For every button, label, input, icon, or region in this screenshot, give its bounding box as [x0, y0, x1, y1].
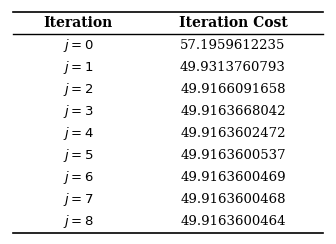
Text: $j = 2$: $j = 2$ — [63, 81, 94, 98]
Text: 49.9163668042: 49.9163668042 — [180, 105, 286, 118]
Text: Iteration Cost: Iteration Cost — [178, 16, 287, 30]
Text: 49.9166091658: 49.9166091658 — [180, 83, 286, 96]
Text: $j = 4$: $j = 4$ — [63, 125, 94, 142]
Text: 49.9163600468: 49.9163600468 — [180, 193, 286, 206]
Text: $j = 8$: $j = 8$ — [63, 213, 94, 230]
Text: $j = 0$: $j = 0$ — [63, 37, 94, 54]
Text: $j = 1$: $j = 1$ — [63, 59, 94, 76]
Text: 49.9313760793: 49.9313760793 — [180, 61, 286, 74]
Text: $j = 7$: $j = 7$ — [63, 191, 94, 208]
Text: 49.9163600537: 49.9163600537 — [180, 149, 286, 162]
Text: Iteration: Iteration — [44, 16, 113, 30]
Text: 49.9163600469: 49.9163600469 — [180, 171, 286, 184]
Text: $j = 5$: $j = 5$ — [63, 147, 94, 164]
Text: 57.1959612235: 57.1959612235 — [180, 39, 286, 52]
Text: $j = 3$: $j = 3$ — [63, 103, 94, 120]
Text: $j = 6$: $j = 6$ — [63, 169, 94, 186]
Text: 49.9163602472: 49.9163602472 — [180, 127, 286, 140]
Text: 49.9163600464: 49.9163600464 — [180, 215, 286, 228]
